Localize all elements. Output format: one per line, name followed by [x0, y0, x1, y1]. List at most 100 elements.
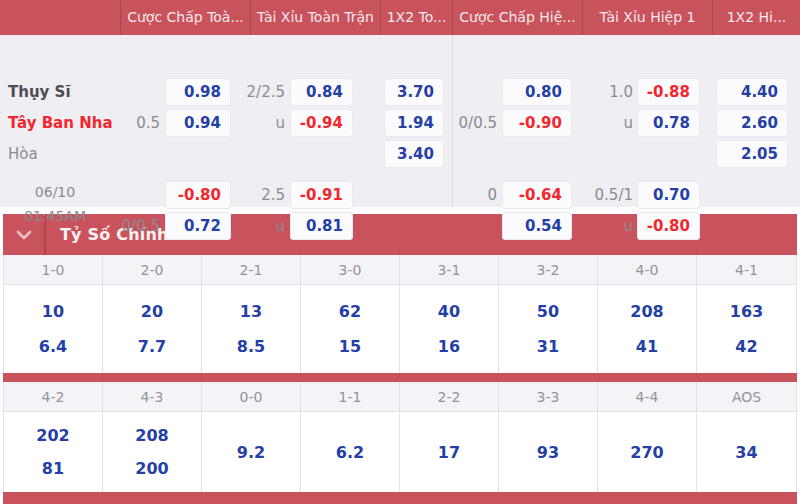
- score-odds-2-1[interactable]: 8.5: [237, 337, 265, 356]
- score-cell-3-3: 93: [499, 412, 598, 492]
- score-header-2-1: 2-1: [202, 255, 301, 285]
- score-header-4-2: 4-2: [4, 382, 103, 412]
- market-header-1x2-h1[interactable]: 1X2 Hi...: [712, 0, 800, 35]
- odds-away-ou-ft[interactable]: -0.94: [290, 109, 353, 137]
- handicap-away-ah-h1: 0/0.5: [407, 109, 497, 137]
- score-odds-3-1[interactable]: 16: [438, 337, 460, 356]
- odds-home-ou-ft[interactable]: 0.84: [290, 78, 353, 106]
- score-odds-4-1[interactable]: 42: [735, 337, 757, 356]
- score-odds-4-3[interactable]: 208: [135, 426, 168, 445]
- handicap-alt2-ou-h1: u: [543, 212, 633, 240]
- score-header-3-1: 3-1: [400, 255, 499, 285]
- market-header-bar: Cược Chấp Toà... Tài Xỉu Toàn Trận 1X2 T…: [0, 0, 800, 35]
- score-grid-1: 1-02-02-13-03-13-24-04-1 106.4207.7138.5…: [3, 255, 797, 373]
- team-home-label: Thụy Sĩ: [8, 78, 71, 106]
- odds-home-ou-h1[interactable]: -0.88: [637, 78, 700, 106]
- odds-alt2-ou-ft[interactable]: 0.81: [290, 212, 353, 240]
- odds-alt1-ou-h1[interactable]: 0.70: [637, 181, 700, 209]
- score-odds-3-2[interactable]: 50: [537, 302, 559, 321]
- score-header-4-4: 4-4: [598, 382, 697, 412]
- score-cell-4-4: 270: [598, 412, 697, 492]
- score-odds-3-0[interactable]: 62: [339, 302, 361, 321]
- score-cell-1-1: 6.2: [301, 412, 400, 492]
- draw-label: Hòa: [8, 140, 38, 168]
- score-grid-2-values: 202 81 208 200 9.2 6.2 17 93 270 34: [4, 412, 796, 492]
- score-odds-2-0[interactable]: 20: [141, 302, 163, 321]
- score-odds-4-2[interactable]: 202: [36, 426, 69, 445]
- score-header-3-0: 3-0: [301, 255, 400, 285]
- score-odds-4-2[interactable]: 81: [42, 459, 64, 478]
- score-grid-1-header: 1-02-02-13-03-13-24-04-1: [4, 255, 796, 285]
- odds-alt2-ou-h1[interactable]: -0.80: [637, 212, 700, 240]
- odds-away-ou-h1[interactable]: 0.78: [637, 109, 700, 137]
- grid-red-divider: [3, 373, 797, 382]
- score-grid-2: 4-24-30-01-12-23-34-4AOS 202 81 208 200 9.2 6…: [3, 382, 797, 492]
- score-header-2-0: 2-0: [103, 255, 202, 285]
- score-header-4-3: 4-3: [103, 382, 202, 412]
- score-cell-aos: 34: [697, 412, 796, 492]
- odds-draw-1x2-ft[interactable]: 3.40: [384, 140, 444, 168]
- handicap-alt1-ou-h1: 0.5/1: [543, 181, 633, 209]
- score-cell-3-2: 50 31: [499, 285, 598, 373]
- odds-draw-1x2-h1[interactable]: 2.05: [716, 140, 788, 168]
- bottom-red-bar: [3, 492, 797, 504]
- score-odds-4-1[interactable]: 163: [730, 302, 763, 321]
- score-cell-3-1: 40 16: [400, 285, 499, 373]
- score-odds-2-0[interactable]: 7.7: [138, 337, 166, 356]
- score-header-4-1: 4-1: [697, 255, 796, 285]
- market-header-overunder-h1[interactable]: Tài Xỉu Hiệp 1: [582, 0, 712, 35]
- score-odds-4-0[interactable]: 208: [630, 302, 663, 321]
- score-odds-4-3[interactable]: 200: [135, 459, 168, 478]
- handicap-alt1-ou-ft: 2.5: [195, 181, 285, 209]
- match-date: 06/10: [3, 180, 107, 204]
- handicap-away-ah-ft: 0.5: [70, 109, 160, 137]
- score-cell-2-0: 207.7: [103, 285, 202, 373]
- handicap-away-ou-h1: u: [543, 109, 633, 137]
- market-header-handicap-ft[interactable]: Cược Chấp Toà...: [120, 0, 250, 35]
- score-cell-0-0: 9.2: [202, 412, 301, 492]
- handicap-alt1-ah-h1: 0: [407, 181, 497, 209]
- odds-home-1x2-h1[interactable]: 4.40: [716, 78, 788, 106]
- odds-home-1x2-ft[interactable]: 3.70: [384, 78, 444, 106]
- score-header-2-2: 2-2: [400, 382, 499, 412]
- market-header-overunder-ft[interactable]: Tài Xỉu Toàn Trận: [250, 0, 380, 35]
- score-odds-3-2[interactable]: 31: [537, 337, 559, 356]
- score-cell-4-2: 202 81: [4, 412, 103, 492]
- score-odds-4-4[interactable]: 270: [630, 443, 663, 462]
- score-odds-3-3[interactable]: 93: [537, 443, 559, 462]
- score-cell-1-0: 106.4: [4, 285, 103, 373]
- score-header-1-0: 1-0: [4, 255, 103, 285]
- market-header-1x2-ft[interactable]: 1X2 To...: [380, 0, 452, 35]
- score-grid-1-values: 106.4207.7138.56215401650312084116342: [4, 285, 796, 373]
- score-odds-3-1[interactable]: 40: [438, 302, 460, 321]
- score-cell-2-1: 138.5: [202, 285, 301, 373]
- score-header-0-0: 0-0: [202, 382, 301, 412]
- score-cell-2-2: 17: [400, 412, 499, 492]
- score-header-3-2: 3-2: [499, 255, 598, 285]
- handicap-away-ou-ft: u: [195, 109, 285, 137]
- market-header-spacer: [0, 0, 120, 35]
- score-odds-1-0[interactable]: 6.4: [39, 337, 67, 356]
- odds-alt1-ou-ft[interactable]: -0.91: [290, 181, 353, 209]
- score-odds-1-1[interactable]: 6.2: [336, 443, 364, 462]
- score-cell-3-0: 62 15: [301, 285, 400, 373]
- score-header-3-3: 3-3: [499, 382, 598, 412]
- score-odds-aos[interactable]: 34: [735, 443, 757, 462]
- score-header-1-1: 1-1: [301, 382, 400, 412]
- score-odds-2-1[interactable]: 13: [240, 302, 262, 321]
- odds-body: Thụy Sĩ Tây Ban Nha Hòa 06/10 01:45AM 0.…: [0, 35, 800, 207]
- score-header-aos: AOS: [697, 382, 796, 412]
- handicap-alt2-ou-ft: u: [195, 212, 285, 240]
- betting-odds-page: Cược Chấp Toà... Tài Xỉu Toàn Trận 1X2 T…: [0, 0, 800, 504]
- score-odds-4-0[interactable]: 41: [636, 337, 658, 356]
- score-odds-2-2[interactable]: 17: [438, 443, 460, 462]
- score-odds-3-0[interactable]: 15: [339, 337, 361, 356]
- score-cell-4-3: 208 200: [103, 412, 202, 492]
- score-odds-0-0[interactable]: 9.2: [237, 443, 265, 462]
- handicap-alt2-ah-ft: 0/0.5: [70, 212, 160, 240]
- score-cell-4-1: 163 42: [697, 285, 796, 373]
- market-header-handicap-h1[interactable]: Cược Chấp Hiệ...: [452, 0, 582, 35]
- handicap-home-ou-h1: 1.0: [543, 78, 633, 106]
- odds-away-1x2-h1[interactable]: 2.60: [716, 109, 788, 137]
- score-odds-1-0[interactable]: 10: [42, 302, 64, 321]
